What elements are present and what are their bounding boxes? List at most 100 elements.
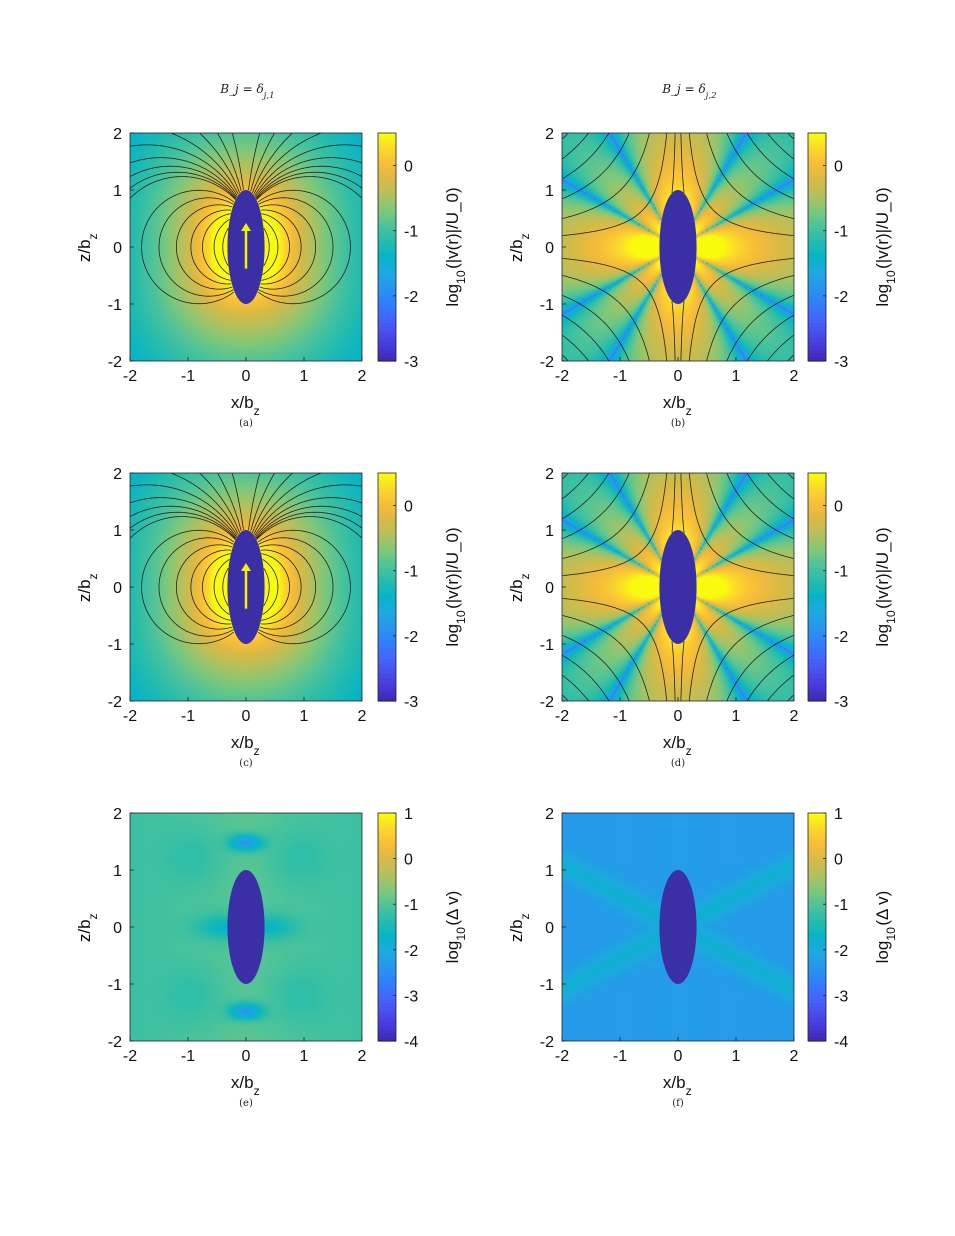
colorbar-step	[378, 995, 396, 1000]
colorbar-step	[808, 1006, 826, 1012]
x-tick-label: 0	[242, 708, 251, 725]
streamline	[259, 544, 316, 587]
x-tick-label: 1	[732, 1048, 741, 1065]
streamline	[257, 529, 351, 587]
colorbar-step	[378, 927, 396, 932]
colorbar-step	[808, 682, 826, 687]
colorbar-step	[378, 697, 396, 702]
streamline	[680, 133, 685, 193]
colorbar-step	[808, 197, 826, 202]
x-tick-label: 2	[358, 368, 367, 385]
colorbar-step	[378, 693, 396, 698]
x-tick-label: -2	[555, 368, 569, 385]
colorbar-tick-label: -3	[834, 694, 848, 711]
colorbar-step	[378, 900, 396, 905]
colorbar-step	[378, 526, 396, 531]
streamline	[726, 635, 794, 701]
streamline	[236, 526, 240, 534]
streamline	[688, 598, 794, 701]
colorbar-step	[808, 530, 826, 535]
colorbar-step	[378, 682, 396, 687]
colorbar-step	[378, 247, 396, 252]
colorbar-step	[378, 666, 396, 672]
colorbar-step	[808, 628, 826, 634]
y-tick-label: 2	[113, 806, 122, 823]
colorbar-step	[378, 602, 396, 607]
colorbar-step	[378, 334, 396, 339]
particle-ellipse	[659, 870, 697, 984]
streamline	[562, 133, 630, 199]
colorbar-step	[378, 155, 396, 161]
colorbar-step	[808, 594, 826, 599]
colorbar-step	[378, 816, 396, 822]
colorbar-step	[808, 353, 826, 358]
colorbar-step	[808, 968, 826, 974]
colorbar-step	[378, 300, 396, 305]
colorbar-step	[378, 262, 396, 267]
panel-caption: (b)	[671, 418, 685, 429]
colorbar-step	[808, 304, 826, 309]
colorbar-step	[378, 942, 396, 947]
colorbar-step	[378, 908, 396, 913]
colorbar-step	[378, 178, 396, 183]
colorbar-step	[808, 995, 826, 1000]
colorbar-step	[808, 587, 826, 592]
streamline	[202, 587, 231, 621]
streamline	[256, 186, 270, 200]
colorbar-step	[808, 991, 826, 996]
colorbar-step	[808, 338, 826, 343]
streamline	[680, 473, 685, 533]
colorbar-step	[808, 533, 826, 539]
colorbar-step	[378, 484, 396, 489]
streamline	[258, 247, 334, 297]
colorbar-step	[808, 617, 826, 622]
streamlines	[562, 132, 794, 362]
colorbar-step	[808, 854, 826, 860]
colorbar: 1 0 -1 -2 -3 -4 log10 (Δ v)	[377, 806, 468, 1051]
colorbar-step	[808, 847, 826, 852]
streamline	[130, 516, 221, 539]
colorbar-step	[808, 243, 826, 248]
colorbar-step	[378, 296, 396, 301]
streamline	[256, 526, 273, 540]
x-tick-label: 1	[300, 368, 309, 385]
colorbar-step	[378, 613, 396, 618]
colorbar-step	[808, 228, 826, 233]
streamline	[258, 587, 334, 637]
colorbar-step	[808, 190, 826, 195]
colorbar-step	[808, 307, 826, 313]
colorbar-step	[378, 254, 396, 259]
y-tick-label: 0	[545, 920, 554, 937]
streamline	[225, 186, 237, 199]
streamline	[176, 204, 233, 247]
colorbar-tick-label: -1	[834, 224, 848, 241]
colorbar-step	[808, 678, 826, 683]
colorbar-step	[378, 689, 396, 694]
colorbar-step	[808, 816, 826, 822]
streamline	[228, 186, 238, 198]
colorbar-step	[378, 522, 396, 527]
colorbar-step	[378, 628, 396, 634]
colorbar-step	[808, 632, 826, 637]
x-tick-label: 2	[790, 368, 799, 385]
colorbar-step	[808, 613, 826, 618]
y-tick-label: -1	[108, 977, 122, 994]
colorbar-step	[808, 571, 826, 577]
colorbar-step	[378, 311, 396, 316]
colorbar-step	[808, 220, 826, 225]
y-axis-label: z/bz	[507, 572, 532, 602]
colorbar-step	[378, 330, 396, 335]
y-tick-label: 1	[113, 523, 122, 540]
colorbar-step	[808, 269, 826, 275]
colorbar-step	[378, 575, 396, 580]
colorbar-step	[378, 824, 396, 829]
colorbar: 0 -1 -2 -3 log10 (|v(r)|/U_0)	[377, 132, 468, 371]
colorbar-step	[378, 877, 396, 882]
y-tick-label: -2	[540, 694, 554, 711]
colorbar-step	[808, 254, 826, 259]
colorbar-step	[808, 957, 826, 962]
streamline	[251, 473, 275, 528]
colorbar-step	[808, 900, 826, 905]
streamline	[176, 544, 233, 587]
panel-caption: (c)	[239, 758, 253, 769]
